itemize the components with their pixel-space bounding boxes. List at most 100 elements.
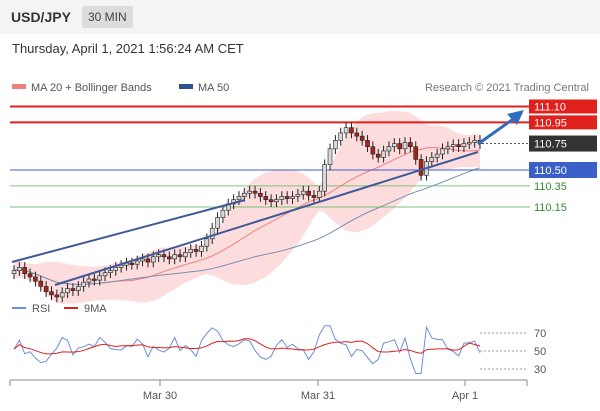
level-label-2: 110.75 [534, 139, 567, 151]
candle [429, 157, 435, 162]
candle [183, 252, 188, 258]
candle [456, 144, 461, 148]
candle [354, 132, 360, 137]
candle [199, 245, 204, 252]
candle [65, 288, 70, 294]
x-tick-label-0: Mar 30 [143, 390, 177, 402]
candle [43, 286, 49, 293]
candle [242, 192, 247, 197]
candle [359, 135, 365, 141]
candle [268, 199, 274, 203]
candle [167, 256, 172, 260]
candle [49, 291, 54, 296]
candle [349, 127, 354, 134]
candle [391, 143, 397, 148]
rsi-line [13, 325, 481, 374]
candle [70, 288, 76, 291]
candle [102, 272, 108, 277]
candle [145, 258, 151, 263]
candle [172, 254, 177, 260]
level-label-1: 110.95 [534, 117, 567, 129]
candle [408, 142, 413, 148]
credit-label: Research © 2021 Trading Central [425, 82, 589, 94]
candle [11, 270, 17, 275]
candle [22, 267, 28, 275]
candle [263, 196, 269, 200]
candle [397, 143, 402, 150]
datetime-label: Thursday, April 1, 2021 1:56:24 AM CET [12, 41, 244, 56]
candle [161, 254, 167, 258]
candle [54, 294, 60, 298]
candle [300, 190, 306, 195]
candle [188, 249, 194, 253]
rsi-tick-0: 70 [534, 328, 546, 340]
candle [86, 278, 92, 283]
candle [375, 153, 381, 158]
candle [156, 254, 161, 258]
candle [204, 238, 210, 247]
candle [33, 276, 38, 282]
candle [440, 148, 445, 155]
candle [333, 140, 338, 150]
candle [27, 273, 33, 278]
candle [413, 146, 419, 160]
candle [445, 146, 451, 150]
candle [450, 144, 456, 148]
candle [343, 127, 349, 134]
candle [418, 159, 424, 176]
candle [327, 148, 333, 166]
candle [129, 262, 135, 265]
candle [295, 194, 301, 197]
candle [247, 190, 252, 194]
x-tick-label-1: Mar 31 [301, 390, 335, 402]
candle [75, 286, 81, 291]
candle [97, 275, 103, 281]
level-tag-2 [529, 135, 597, 152]
candle [236, 196, 242, 200]
candle [284, 196, 290, 199]
candle [59, 292, 65, 298]
candle [177, 254, 183, 258]
candle [322, 164, 327, 192]
candle [193, 249, 199, 252]
level-tag-0 [529, 99, 597, 114]
legend-label-0: MA 20 + Bollinger Bands [31, 82, 152, 94]
candle [386, 146, 392, 152]
candle [472, 140, 477, 143]
candle [381, 150, 386, 158]
candle [338, 132, 344, 141]
x-tick-label-2: Apr 1 [452, 390, 478, 402]
candle [252, 190, 258, 194]
level-label-3: 110.50 [534, 165, 567, 177]
candle [317, 190, 322, 198]
legend-swatch-1 [179, 84, 193, 89]
level-tag-3 [529, 162, 597, 178]
candle [38, 280, 44, 287]
ma50-line [13, 167, 481, 285]
candle [279, 196, 285, 200]
candle [220, 209, 226, 218]
candle [140, 258, 145, 262]
candle [311, 195, 317, 198]
forecast-arrowhead [507, 110, 524, 125]
level-label-0: 111.10 [534, 102, 566, 114]
rsi-tick-1: 50 [534, 346, 546, 358]
rsi-legend: RSI [32, 303, 50, 315]
trend-line-upper [11, 199, 246, 263]
candle [370, 146, 376, 155]
candle [365, 140, 370, 148]
level-label-5: 110.15 [534, 202, 567, 214]
candle [258, 192, 263, 197]
rsi-tick-2: 30 [534, 364, 546, 376]
candle [215, 217, 220, 229]
candle [290, 196, 295, 199]
candle [274, 199, 279, 203]
symbol-label: USD/JPY [11, 9, 71, 25]
candle [92, 278, 97, 281]
legend-label-1: MA 50 [198, 82, 229, 94]
candle [461, 143, 467, 148]
timeframe-button[interactable]: 30 MIN [82, 6, 133, 28]
level-tag-1 [529, 115, 597, 130]
rsi-ma9-line [13, 338, 481, 355]
